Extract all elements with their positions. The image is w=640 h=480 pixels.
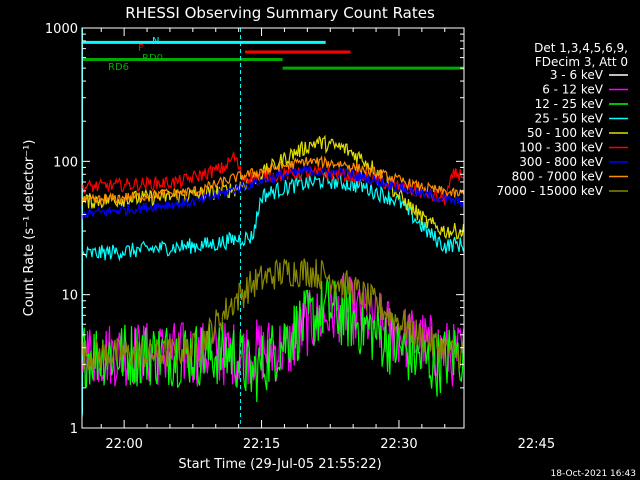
flag-label-f: F — [138, 43, 144, 54]
legend-label-5: 100 - 300 keV — [519, 141, 603, 155]
series-line-8 — [82, 258, 464, 370]
y-tick-label: 100 — [53, 155, 78, 170]
legend-header-line-2: FDecim 3, Att 0 — [535, 55, 628, 69]
legend-label-7: 800 - 7000 keV — [512, 170, 604, 184]
plot-frame — [81, 27, 465, 429]
legend-label-2: 12 - 25 keV — [535, 97, 604, 111]
y-tick-label: 1 — [70, 422, 78, 437]
flag-label-rd0: RD0 — [142, 53, 163, 64]
legend-label-0: 3 - 6 keV — [550, 68, 604, 82]
x-tick-label: 22:45 — [518, 437, 555, 452]
series-line-7 — [82, 155, 464, 205]
flag-label-rd6: RD6 — [108, 62, 129, 73]
y-tick-label: 1000 — [45, 22, 78, 37]
legend-header-line-1: Det 1,3,4,5,6,9, — [534, 41, 628, 55]
series-line-0 — [82, 331, 464, 428]
series-line-2 — [82, 278, 464, 403]
chart-title: RHESSI Observing Summary Count Rates — [125, 4, 435, 22]
timestamp: 18-Oct-2021 16:43 — [551, 469, 636, 479]
x-tick-label: 22:00 — [105, 437, 142, 452]
legend-label-8: 7000 - 15000 keV — [496, 184, 603, 198]
y-tick-label: 10 — [61, 289, 78, 304]
x-tick-label: 22:15 — [243, 437, 280, 452]
y-axis-label: Count Rate (s⁻¹ detector⁻¹) — [22, 140, 37, 317]
series-line-3 — [82, 171, 464, 262]
flag-label-n: N — [152, 36, 159, 47]
legend-label-1: 6 - 12 keV — [542, 83, 604, 97]
series-line-4 — [82, 134, 464, 240]
legend-label-6: 300 - 800 keV — [519, 155, 603, 169]
series-line-6 — [82, 164, 464, 220]
legend-label-3: 25 - 50 keV — [535, 112, 604, 126]
legend-label-4: 50 - 100 keV — [527, 126, 604, 140]
legend: Det 1,3,4,5,6,9, FDecim 3, Att 0 3 - 6 k… — [496, 41, 628, 198]
x-tick-label: 22:30 — [380, 437, 417, 452]
x-axis-label: Start Time (29-Jul-05 21:55:22) — [178, 457, 381, 472]
